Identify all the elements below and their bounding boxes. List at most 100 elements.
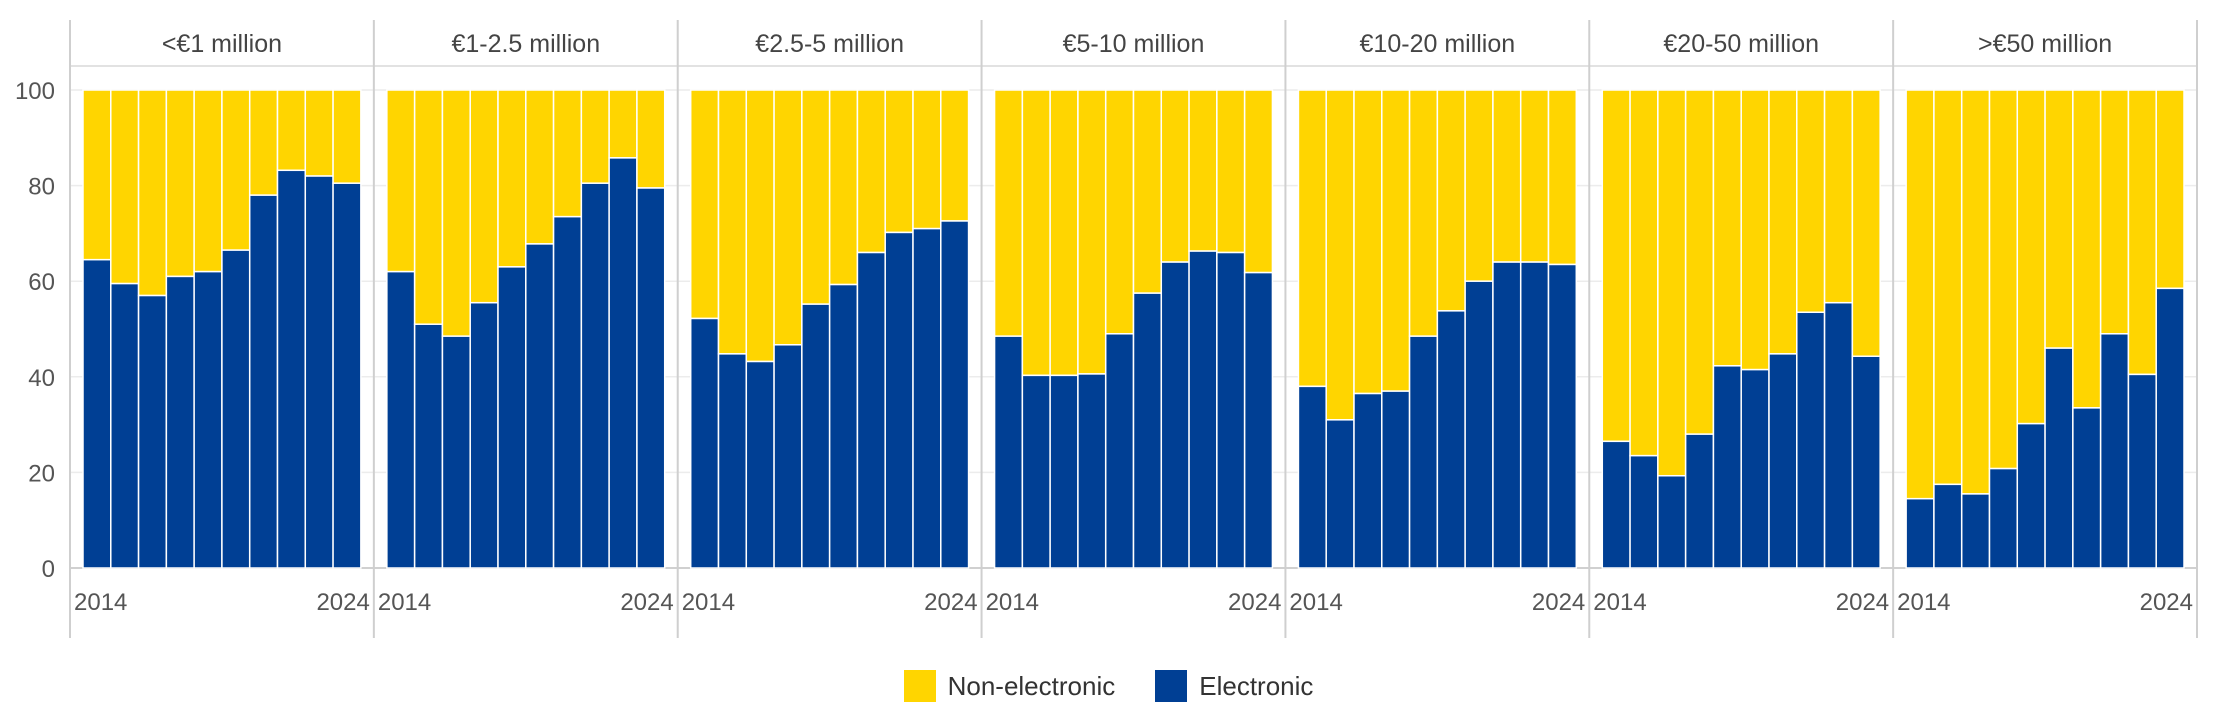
- bar-non-electronic: [2044, 89, 2074, 349]
- bar-electronic: [1104, 333, 1135, 569]
- bar-non-electronic: [552, 89, 583, 218]
- bar-electronic: [689, 317, 720, 569]
- chart-svg: 0 20 40 60 80 100 <€1 million 2014 2024 €1-2.5 mi…: [15, 20, 2198, 638]
- bar-electronic: [608, 157, 638, 569]
- bar-non-electronic: [525, 89, 555, 245]
- bar-non-electronic: [1077, 89, 1107, 375]
- bar-non-electronic: [856, 89, 886, 254]
- bar-non-electronic: [2099, 89, 2130, 335]
- bar-electronic: [1629, 454, 1659, 569]
- bar-non-electronic: [1408, 89, 1439, 337]
- bar-non-electronic: [717, 89, 748, 355]
- bar-non-electronic: [165, 89, 195, 278]
- bar-non-electronic: [1768, 89, 1798, 355]
- bar-non-electronic: [801, 89, 831, 305]
- bar-non-electronic: [1601, 89, 1631, 443]
- x-tick-label: 2024: [2140, 589, 2193, 616]
- bar-non-electronic: [1049, 89, 1079, 377]
- bar-non-electronic: [2155, 89, 2185, 290]
- bar-non-electronic: [2127, 89, 2157, 376]
- bar-electronic: [1381, 390, 1411, 569]
- bar-non-electronic: [2072, 89, 2102, 409]
- bar-non-electronic: [82, 89, 112, 261]
- bar-electronic: [1547, 263, 1578, 569]
- bar-non-electronic: [1547, 89, 1578, 266]
- bar-electronic: [552, 215, 583, 569]
- bar-electronic: [884, 231, 914, 569]
- bar-electronic: [248, 194, 279, 569]
- x-tick-label: 2024: [316, 589, 369, 616]
- legend-label-electronic: Electronic: [1199, 670, 1314, 701]
- panel-title: €20-50 million: [1663, 30, 1819, 58]
- y-tick-label: 60: [28, 269, 55, 296]
- bar-electronic: [1740, 368, 1770, 569]
- bar-non-electronic: [193, 89, 223, 273]
- bar-electronic: [1408, 335, 1439, 569]
- bar-electronic: [1988, 467, 2019, 569]
- x-tick-label: 2024: [620, 589, 673, 616]
- bar-non-electronic: [1851, 89, 1881, 357]
- bar-electronic: [856, 251, 886, 569]
- bar-non-electronic: [1132, 89, 1163, 294]
- bar-non-electronic: [1823, 89, 1854, 304]
- bar-electronic: [1657, 474, 1687, 569]
- y-tick-label: 100: [15, 78, 55, 105]
- bar-non-electronic: [580, 89, 610, 184]
- bar-electronic: [1188, 250, 1218, 569]
- bar-electronic: [1021, 374, 1051, 569]
- bar-non-electronic: [497, 89, 527, 268]
- bar-electronic: [1851, 355, 1881, 569]
- bar-non-electronic: [332, 89, 362, 184]
- bar-electronic: [1768, 353, 1798, 569]
- x-tick-label: 2014: [682, 589, 735, 616]
- bar-electronic: [332, 182, 362, 569]
- bar-non-electronic: [773, 89, 803, 346]
- x-tick-label: 2014: [986, 589, 1039, 616]
- bar-non-electronic: [1988, 89, 2019, 470]
- bar-electronic: [2072, 407, 2102, 569]
- bar-electronic: [717, 353, 748, 569]
- legend-swatch-electronic: [1155, 670, 1188, 702]
- x-tick-label: 2014: [1593, 589, 1646, 616]
- bar-electronic: [1905, 497, 1935, 569]
- bar-electronic: [2127, 373, 2157, 569]
- bar-electronic: [993, 335, 1024, 569]
- x-tick-label: 2024: [1532, 589, 1585, 616]
- bar-electronic: [1216, 251, 1246, 569]
- bar-non-electronic: [1712, 89, 1742, 367]
- bar-electronic: [1077, 373, 1107, 569]
- bar-non-electronic: [993, 89, 1024, 337]
- bar-electronic: [1492, 261, 1522, 569]
- bar-electronic: [525, 243, 555, 569]
- x-tick-label: 2024: [924, 589, 977, 616]
- bar-electronic: [1601, 440, 1631, 569]
- x-tick-label: 2024: [1836, 589, 1889, 616]
- bar-non-electronic: [1188, 89, 1218, 252]
- bar-non-electronic: [1492, 89, 1522, 263]
- x-tick-label: 2014: [378, 589, 431, 616]
- bar-electronic: [1684, 433, 1715, 569]
- bar-non-electronic: [2016, 89, 2046, 425]
- bar-non-electronic: [1021, 89, 1051, 377]
- bar-non-electronic: [1519, 89, 1550, 263]
- bar-non-electronic: [1436, 89, 1466, 312]
- bar-electronic: [193, 270, 223, 569]
- bar-electronic: [828, 283, 859, 569]
- bar-electronic: [580, 182, 610, 569]
- bar-non-electronic: [1243, 89, 1274, 274]
- bar-electronic: [636, 187, 666, 569]
- x-tick-label: 2014: [1289, 589, 1342, 616]
- bar-non-electronic: [1381, 89, 1411, 392]
- bar-non-electronic: [441, 89, 471, 337]
- bar-electronic: [1243, 271, 1274, 569]
- bar-electronic: [1160, 261, 1190, 569]
- y-tick-label: 0: [42, 556, 55, 583]
- bar-non-electronic: [1160, 89, 1190, 263]
- x-tick-label: 2014: [74, 589, 127, 616]
- bar-electronic: [1049, 374, 1079, 569]
- bar-electronic: [1436, 310, 1466, 569]
- bar-non-electronic: [1353, 89, 1383, 395]
- bar-non-electronic: [884, 89, 914, 234]
- bar-non-electronic: [689, 89, 720, 320]
